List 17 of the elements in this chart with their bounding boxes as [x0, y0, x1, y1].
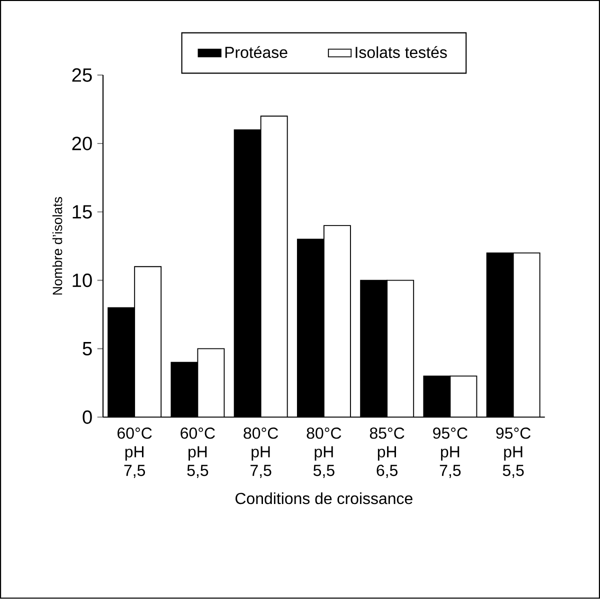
legend-label: Protéase — [225, 46, 288, 58]
x-tick-label: 60°C pH 5,5 — [180, 428, 215, 478]
x-tick-label: 80°C pH 7,5 — [244, 428, 278, 478]
y-tick-label: 15 — [72, 205, 92, 219]
y-tick-label: 25 — [72, 68, 92, 82]
x-tick-label: 95°C pH 7,5 — [433, 428, 468, 478]
y-axis-title: Nombre d’isolats — [52, 197, 62, 295]
x-tick-label: 60°C pH 7,5 — [118, 428, 152, 478]
x-tick-label: 80°C pH 5,5 — [306, 428, 342, 478]
legend-label: Isolats testés — [356, 46, 447, 58]
y-tick-label: 10 — [72, 274, 92, 288]
x-axis-title: Conditions de croissance — [236, 492, 412, 504]
y-tick-label: 0 — [82, 410, 92, 424]
y-tick-label: 5 — [82, 342, 92, 356]
y-tick-label: 20 — [72, 136, 92, 150]
x-tick-label: 85°C pH 6,5 — [370, 428, 404, 478]
x-tick-label: 95°C pH 5,5 — [496, 428, 531, 478]
